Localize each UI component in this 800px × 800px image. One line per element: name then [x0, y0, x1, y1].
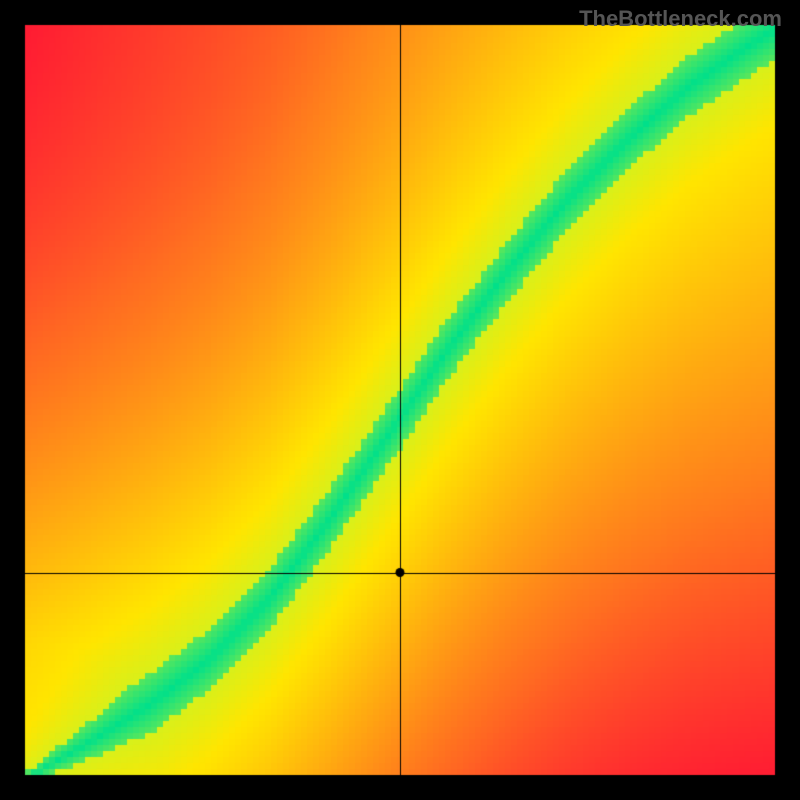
- bottleneck-heatmap: [0, 0, 800, 800]
- watermark-text: TheBottleneck.com: [579, 6, 782, 32]
